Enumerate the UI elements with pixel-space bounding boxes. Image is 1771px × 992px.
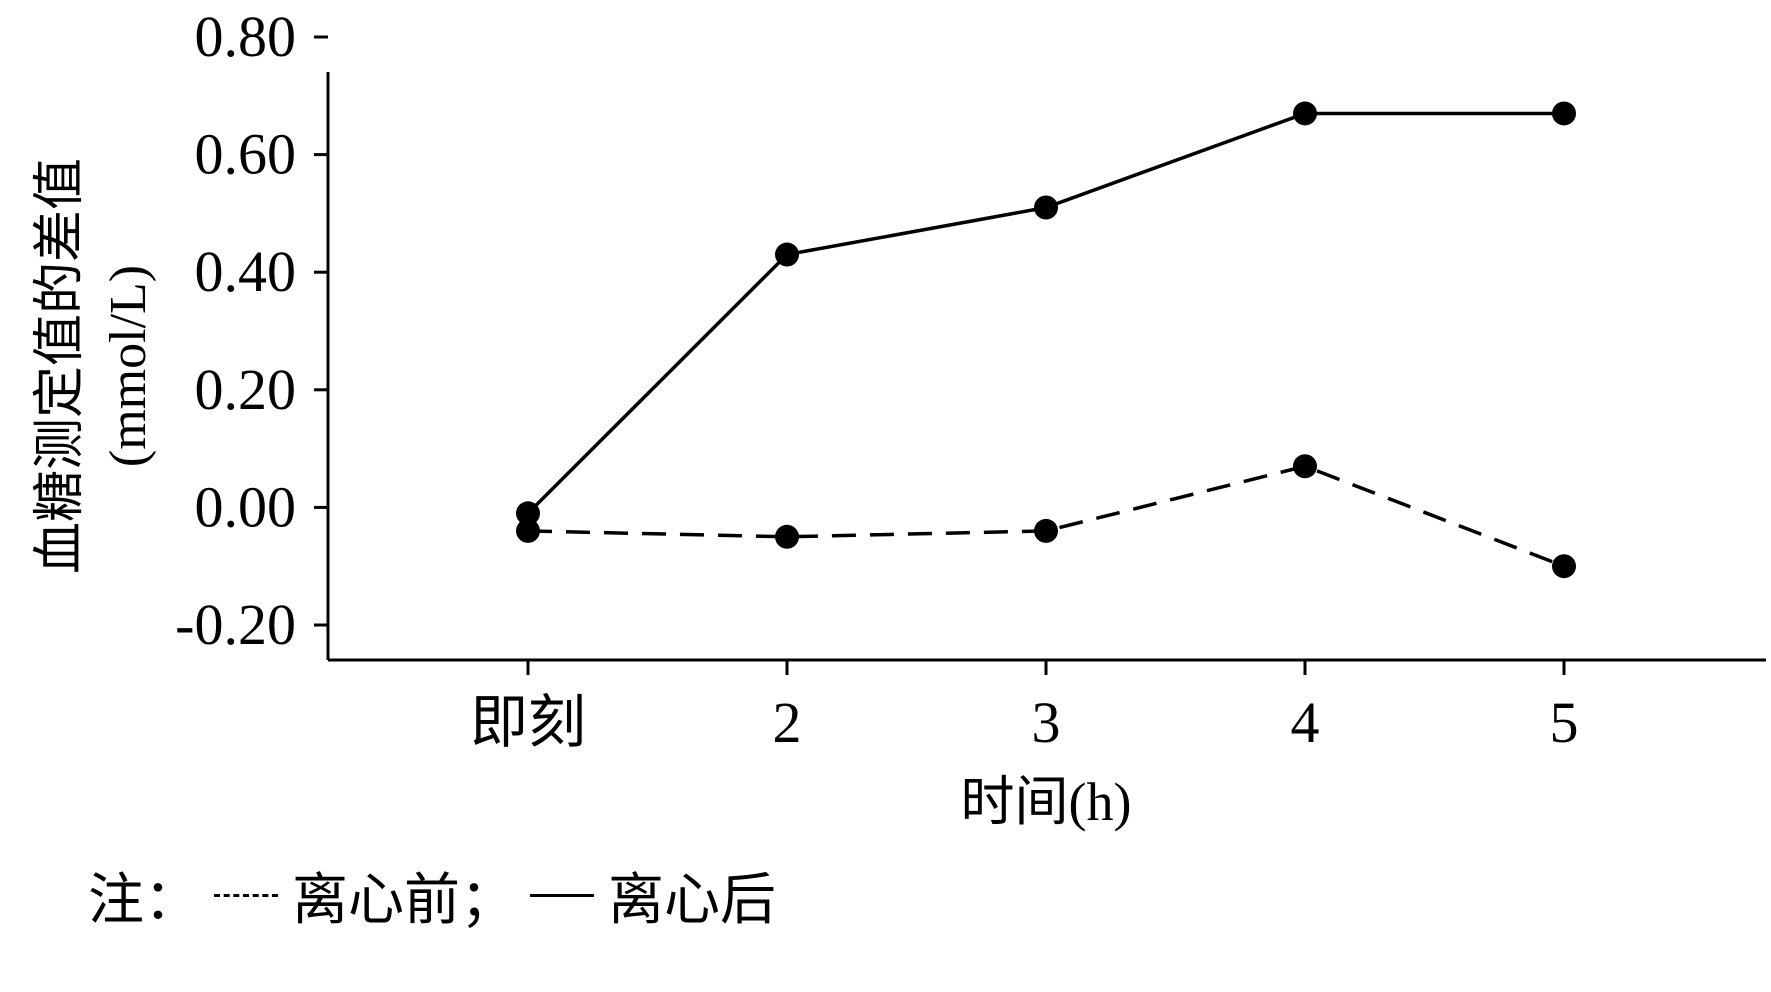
data-point-before xyxy=(516,518,540,543)
chart-axes xyxy=(326,72,1766,662)
series-line-before xyxy=(527,464,1565,568)
y-ticks: 0.80 0.60 0.40 0.20 0.00 -0.20 xyxy=(175,4,328,657)
y-tick-label: 0.40 xyxy=(195,239,297,304)
legend-label-before: 离心前； xyxy=(292,870,516,932)
y-axis-unit: (mmol/L) xyxy=(100,265,157,467)
data-point-after xyxy=(1293,101,1317,126)
legend-label-after: 离心后 xyxy=(608,870,776,932)
y-axis-title: 血糖测定值的差值 xyxy=(32,158,89,574)
x-tick-label: 2 xyxy=(773,690,802,755)
x-tick-label: 3 xyxy=(1032,690,1061,755)
y-tick-label: 0.20 xyxy=(195,357,297,422)
data-point-before xyxy=(1293,454,1317,479)
x-tick-label: 4 xyxy=(1291,690,1320,755)
data-point-after xyxy=(516,501,540,526)
series-layer xyxy=(516,101,1576,579)
data-point-before xyxy=(1552,554,1576,579)
y-tick-label: -0.20 xyxy=(175,592,296,657)
series-line-after xyxy=(526,111,1564,515)
y-tick-label: 0.80 xyxy=(195,4,297,69)
legend-swatch-dashed xyxy=(214,894,278,897)
data-point-after xyxy=(775,242,799,267)
data-point-after xyxy=(1552,101,1576,126)
y-tick-label: 0.60 xyxy=(195,122,297,187)
data-point-before xyxy=(775,524,799,549)
y-tick-label: 0.00 xyxy=(195,474,297,539)
x-ticks: 即刻 2 3 4 5 xyxy=(470,660,1579,755)
legend-note: 注： 离心前； 离心后 xyxy=(88,855,776,936)
x-tick-label: 5 xyxy=(1550,690,1579,755)
data-point-after xyxy=(1034,195,1058,220)
note-prefix: 注： xyxy=(88,870,200,932)
data-point-before xyxy=(1034,518,1058,543)
legend-swatch-solid xyxy=(530,894,594,897)
x-axis-title: 时间(h) xyxy=(961,772,1132,832)
x-tick-label: 即刻 xyxy=(470,690,586,755)
